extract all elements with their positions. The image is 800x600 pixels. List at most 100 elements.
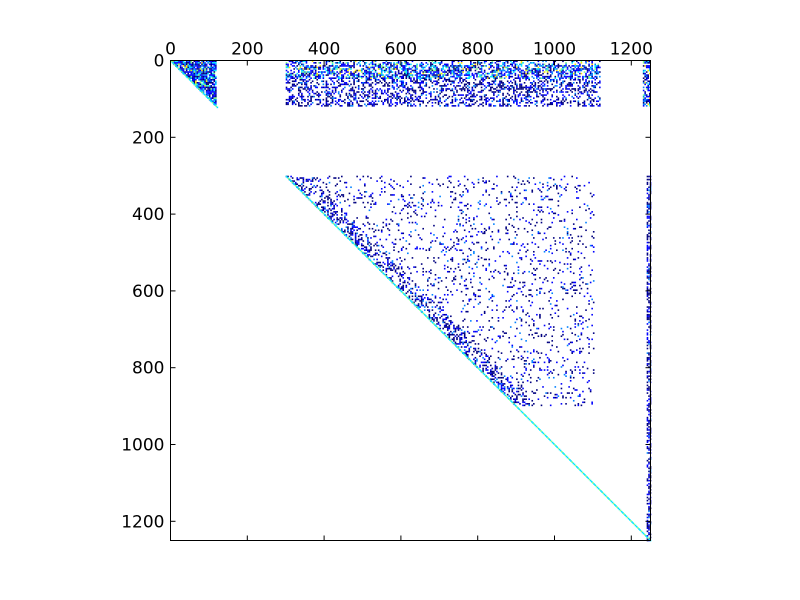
matrix-cell bbox=[509, 88, 512, 90]
matrix-cell bbox=[536, 63, 538, 66]
matrix-cell bbox=[560, 83, 563, 86]
matrix-cell bbox=[483, 227, 486, 230]
matrix-cell bbox=[508, 74, 511, 76]
matrix-cell bbox=[339, 65, 342, 67]
matrix-cell bbox=[586, 69, 589, 72]
matrix-cell bbox=[439, 75, 441, 78]
matrix-cell bbox=[536, 77, 538, 79]
matrix-cell bbox=[410, 95, 412, 98]
matrix-cell bbox=[592, 332, 595, 334]
matrix-cell bbox=[460, 101, 463, 104]
matrix-cell bbox=[522, 310, 524, 313]
matrix-cell bbox=[377, 249, 380, 252]
matrix-cell bbox=[480, 69, 483, 72]
matrix-cell bbox=[411, 280, 414, 282]
matrix-cell bbox=[370, 195, 372, 198]
matrix-cell bbox=[536, 75, 538, 78]
matrix-cell bbox=[525, 86, 527, 89]
matrix-cell bbox=[348, 77, 351, 79]
matrix-cell bbox=[450, 238, 452, 241]
matrix-cell bbox=[422, 298, 424, 301]
matrix-cell bbox=[534, 100, 537, 103]
matrix-cell bbox=[341, 83, 343, 86]
matrix-cell bbox=[537, 187, 540, 190]
matrix-cell bbox=[437, 100, 440, 103]
matrix-cell bbox=[374, 92, 377, 95]
matrix-cell bbox=[434, 71, 437, 73]
matrix-cell bbox=[345, 214, 348, 216]
matrix-cell bbox=[344, 63, 346, 66]
matrix-cell bbox=[645, 74, 648, 76]
matrix-cell bbox=[591, 103, 593, 106]
matrix-cell bbox=[511, 65, 514, 67]
matrix-cell bbox=[526, 94, 529, 96]
matrix-cell bbox=[305, 71, 308, 73]
matrix-cell bbox=[314, 92, 317, 95]
matrix-cell bbox=[586, 98, 589, 101]
matrix-cell bbox=[556, 249, 558, 252]
matrix-cell bbox=[437, 68, 440, 70]
matrix-cell bbox=[351, 86, 354, 89]
matrix-cell bbox=[330, 77, 332, 79]
matrix-cell bbox=[526, 312, 529, 314]
matrix-cell bbox=[442, 249, 444, 252]
matrix-cell bbox=[420, 77, 423, 79]
matrix-cell bbox=[374, 252, 377, 255]
matrix-cell bbox=[591, 195, 593, 198]
matrix-cell bbox=[344, 83, 346, 86]
matrix-cell bbox=[394, 238, 397, 241]
matrix-cell bbox=[351, 89, 354, 92]
matrix-cell bbox=[514, 65, 517, 67]
matrix-cell bbox=[410, 292, 412, 295]
matrix-cell bbox=[316, 86, 319, 89]
matrix-cell bbox=[557, 72, 560, 75]
matrix-cell bbox=[466, 85, 469, 87]
matrix-cell bbox=[420, 238, 423, 241]
matrix-cell bbox=[565, 250, 567, 253]
matrix-cell bbox=[430, 69, 432, 72]
matrix-cell bbox=[599, 66, 601, 69]
matrix-cell bbox=[393, 65, 395, 67]
matrix-cell bbox=[371, 63, 374, 66]
matrix-cell bbox=[400, 68, 403, 70]
matrix-cell bbox=[563, 100, 566, 103]
matrix-cell bbox=[525, 72, 527, 75]
matrix-cell bbox=[304, 187, 306, 190]
matrix-cell bbox=[468, 217, 471, 219]
matrix-cell bbox=[391, 275, 394, 278]
matrix-cell bbox=[473, 77, 475, 79]
matrix-cell bbox=[460, 336, 463, 339]
matrix-cell bbox=[545, 68, 547, 70]
matrix-cell bbox=[586, 204, 589, 207]
matrix-cell bbox=[592, 301, 595, 304]
matrix-cell bbox=[302, 68, 305, 70]
matrix-cell bbox=[519, 192, 521, 195]
matrix-cell bbox=[341, 69, 343, 72]
matrix-cell bbox=[297, 63, 300, 66]
matrix-cell bbox=[310, 187, 312, 190]
matrix-cell bbox=[360, 238, 363, 241]
matrix-cell bbox=[517, 181, 520, 184]
matrix-cell bbox=[563, 283, 566, 285]
matrix-cell bbox=[348, 85, 351, 87]
matrix-cell bbox=[445, 105, 448, 107]
matrix-cell bbox=[479, 74, 481, 76]
matrix-cell bbox=[520, 100, 523, 103]
matrix-cell bbox=[434, 97, 437, 99]
matrix-cell bbox=[365, 98, 368, 101]
matrix-cell bbox=[367, 100, 369, 103]
matrix-cell bbox=[503, 97, 506, 99]
matrix-cell bbox=[425, 270, 428, 273]
matrix-cell bbox=[348, 98, 351, 101]
matrix-cell bbox=[551, 71, 554, 73]
matrix-cell bbox=[571, 295, 573, 298]
matrix-cell bbox=[591, 298, 593, 301]
matrix-cell bbox=[405, 88, 408, 90]
matrix-cell bbox=[489, 89, 492, 92]
matrix-cell bbox=[503, 88, 506, 90]
matrix-cell bbox=[408, 194, 411, 196]
matrix-cell bbox=[210, 74, 213, 76]
matrix-cell bbox=[195, 75, 197, 78]
matrix-cell bbox=[293, 100, 295, 103]
matrix-cell bbox=[360, 68, 363, 70]
